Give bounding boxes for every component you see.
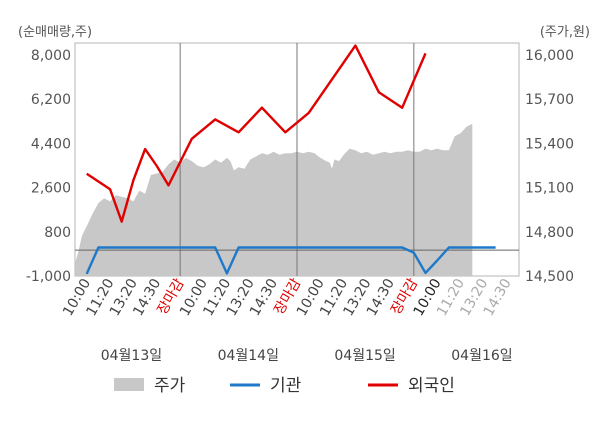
- left-tick-label: 800: [44, 225, 71, 241]
- right-axis-unit-label: (주가,원): [540, 25, 590, 40]
- left-tick-label: -1,000: [26, 269, 71, 285]
- legend-label: 주가: [154, 376, 186, 396]
- price-area-series: [75, 123, 473, 276]
- day-label: 04월16일: [451, 348, 512, 364]
- left-tick-label: 6,200: [31, 92, 71, 108]
- legend: 주가 기관 외국인: [114, 376, 455, 396]
- x-axis-ticks: 10:0011:2013:2014:30장마감10:0011:2013:2014…: [60, 276, 515, 319]
- right-tick-label: 15,400: [525, 136, 574, 152]
- right-tick-label: 15,700: [525, 92, 574, 108]
- right-tick-label: 14,500: [525, 269, 574, 285]
- series-line-foreign: [86, 44, 427, 223]
- legend-label: 외국인: [408, 376, 455, 396]
- series-line-institution: [85, 246, 496, 275]
- left-tick-label: 4,400: [31, 136, 71, 152]
- right-tick-label: 15,100: [525, 181, 574, 197]
- left-axis-ticks: 8,000 6,200 4,400 2,600 800 -1,000: [26, 48, 71, 285]
- price-area-layer: [75, 123, 473, 276]
- flow-lines-layer: [85, 44, 496, 275]
- day-labels: 04월13일 04월14일 04월15일 04월16일: [101, 348, 513, 364]
- day-label: 04월15일: [334, 348, 395, 364]
- right-tick-label: 14,800: [525, 225, 574, 241]
- legend-swatch-area: [114, 378, 144, 391]
- right-tick-label: 16,000: [525, 48, 574, 64]
- left-tick-label: 2,600: [31, 181, 71, 197]
- day-label: 04월14일: [218, 348, 279, 364]
- day-label: 04월13일: [101, 348, 162, 364]
- left-tick-label: 8,000: [31, 48, 71, 64]
- legend-label: 기관: [270, 376, 301, 396]
- left-axis-unit-label: (순매매량,주): [18, 25, 92, 40]
- right-axis-ticks: 16,000 15,700 15,400 15,100 14,800 14,500: [525, 48, 574, 285]
